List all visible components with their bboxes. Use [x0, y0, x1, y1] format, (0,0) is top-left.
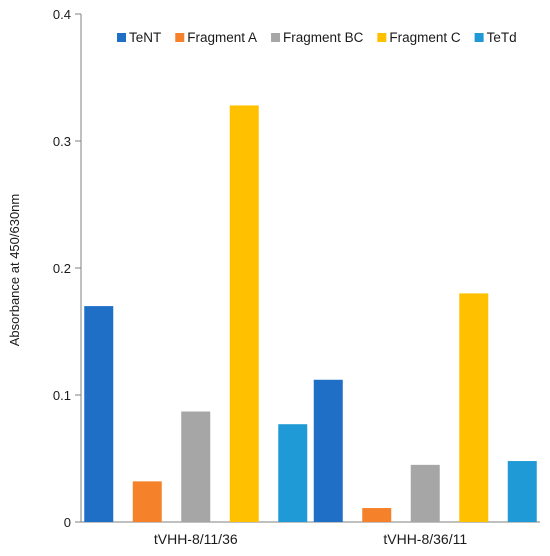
legend-label-tent: TeNT	[129, 30, 161, 45]
bar-tetd-1	[278, 424, 308, 522]
y-tick-label: 0.1	[53, 388, 71, 403]
legend-label-fragment-a: Fragment A	[187, 30, 257, 45]
legend: TeNT Fragment A Fragment BC Fragment C TeTd	[117, 30, 517, 45]
y-axis-ticks: 0 0.1 0.2 0.3 0.4	[53, 7, 81, 530]
bar-fragment-c-2	[459, 293, 489, 522]
bar-fragment-a-2	[362, 508, 392, 522]
y-tick-label: 0.2	[53, 261, 71, 276]
y-axis-title: Absorbance at 450/630nm	[7, 194, 22, 347]
legend-swatch-tetd	[474, 33, 484, 42]
bar-fragment-bc-2	[410, 464, 440, 522]
legend-swatch-fragment-bc	[271, 33, 281, 42]
bars	[84, 105, 537, 522]
legend-swatch-fragment-a	[175, 33, 185, 42]
bar-fragment-a-1	[132, 481, 162, 522]
bar-tent-1	[84, 306, 114, 522]
legend-label-fragment-bc: Fragment BC	[283, 30, 364, 45]
bar-fragment-c-1	[229, 105, 259, 522]
bar-tetd-2	[507, 461, 537, 522]
y-tick-label: 0.4	[53, 7, 71, 22]
legend-swatch-tent	[117, 33, 126, 42]
legend-swatch-fragment-c	[377, 33, 387, 42]
y-tick-label: 0	[64, 515, 71, 530]
legend-label-tetd: TeTd	[487, 30, 517, 45]
x-axis-labels: tVHH-8/11/36 tVHH-8/36/11	[154, 531, 467, 547]
x-category-label: tVHH-8/36/11	[383, 531, 467, 547]
y-tick-label: 0.3	[53, 134, 71, 149]
legend-label-fragment-c: Fragment C	[389, 30, 461, 45]
x-category-label: tVHH-8/11/36	[154, 531, 238, 547]
bar-tent-2	[313, 379, 343, 522]
bar-fragment-bc-1	[181, 411, 211, 522]
